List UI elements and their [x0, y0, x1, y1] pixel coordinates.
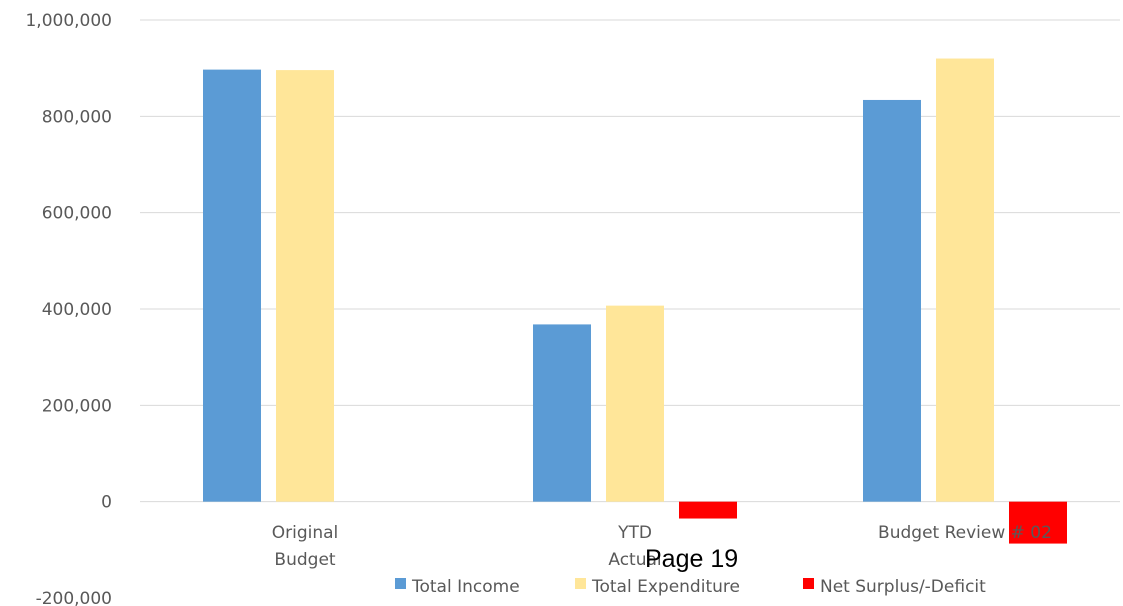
x-category-label: Budget [274, 550, 335, 570]
x-axis-labels: Original Budget YTD Actual Budget Review # 0… [272, 523, 1052, 570]
bar-net-surplus-deficit [1009, 501, 1067, 544]
legend-swatch [575, 578, 586, 589]
bar-total-income [863, 99, 921, 502]
bars [203, 58, 1067, 544]
legend-label: Net Surplus/-Deficit [820, 577, 986, 597]
legend: Total Income Total Expenditure Net Surplus… [395, 577, 986, 597]
bar-total-income [203, 69, 261, 502]
x-category-label: YTD [617, 523, 652, 543]
y-tick-label: 600,000 [42, 204, 112, 224]
y-tick-label: 200,000 [42, 396, 112, 416]
legend-swatch [803, 578, 814, 589]
bar-total-expenditure [276, 70, 334, 502]
y-tick-label: 800,000 [42, 107, 112, 127]
bar-net-surplus-deficit [679, 501, 737, 519]
y-tick-label: 400,000 [42, 300, 112, 320]
page-number: Page 19 [645, 545, 739, 573]
legend-label: Total Expenditure [591, 577, 740, 597]
y-axis-labels: 1,000,000 800,000 600,000 400,000 200,000 0 -2… [25, 11, 112, 606]
x-category-label: Budget Review # 02 [878, 523, 1052, 543]
y-tick-label: -200,000 [36, 589, 112, 606]
y-tick-label: 0 [101, 493, 112, 513]
x-category-label: Original [272, 523, 339, 543]
bar-total-expenditure [936, 58, 994, 502]
bar-total-income [533, 324, 591, 502]
y-tick-label: 1,000,000 [25, 11, 112, 31]
x-category-label: Actual [608, 550, 661, 570]
bar-total-expenditure [606, 305, 664, 502]
legend-label: Total Income [411, 577, 520, 597]
legend-swatch [395, 578, 406, 589]
